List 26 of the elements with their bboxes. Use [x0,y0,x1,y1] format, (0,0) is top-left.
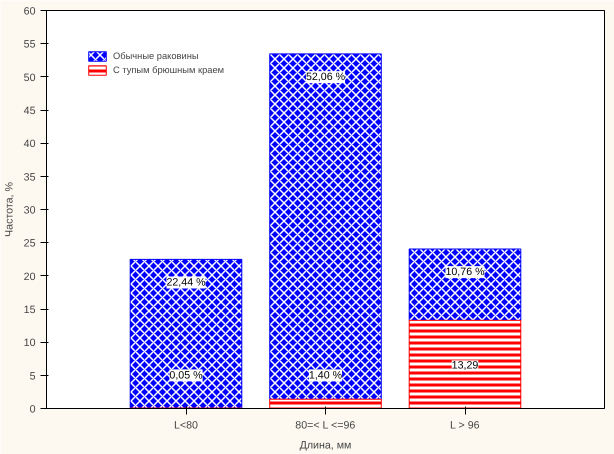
data-label: 52,06 % [306,71,346,84]
y-tick-label: 5 [30,370,36,382]
y-tick-label: 25 [24,238,36,250]
y-tick-label: 15 [24,304,36,316]
data-label: 0,05 % [169,369,204,382]
y-tick-label: 0 [30,404,36,416]
legend-label: Обычные раковины [113,51,199,61]
y-axis-title: Частота, % [4,182,16,237]
legend-label: С тупым брюшным краем [113,65,224,75]
data-label: 1,40 % [308,369,343,382]
x-tick-label: L<80 [174,420,198,432]
y-tick-label: 35 [24,171,36,184]
y-tick-label: 20 [24,270,36,283]
y-tick-label: 40 [24,138,36,150]
x-tick-label: L > 96 [450,420,480,432]
y-tick-label: 10 [24,337,36,350]
y-tick-label: 55 [24,38,36,51]
x-tick-label: 80=< L <=96 [295,420,356,432]
data-label: 10,76 % [445,266,486,278]
x-axis-title: Длина, мм [300,440,352,452]
y-tick-label: 60 [24,6,36,18]
data-label: 13,29 [452,359,478,372]
y-tick-label: 30 [24,204,36,216]
y-tick-label: 50 [24,72,36,84]
y-tick-label: 45 [24,105,36,117]
data-label: 22,44 % [166,276,206,289]
